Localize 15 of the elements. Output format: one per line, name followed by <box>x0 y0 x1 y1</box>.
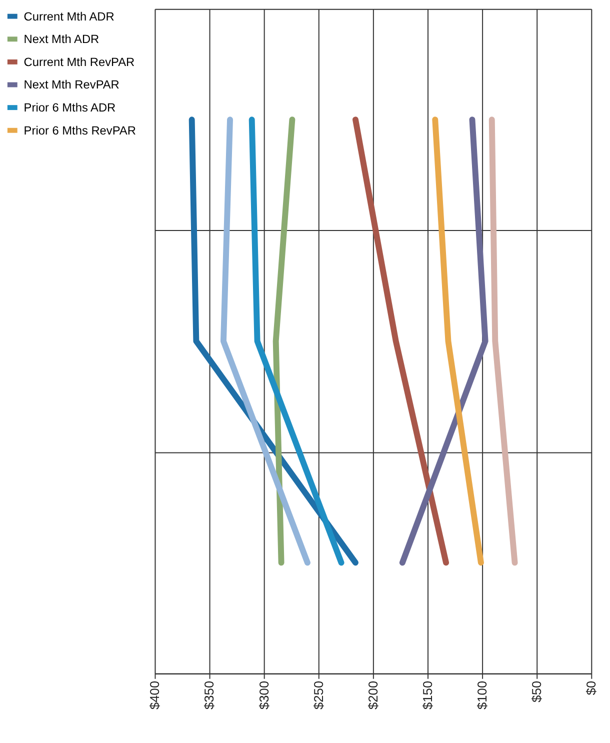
x-tick-label: $200 <box>365 680 380 710</box>
x-tick-label: $0 <box>584 680 599 696</box>
x-tick-label: $300 <box>256 680 272 710</box>
x-tick-label: $400 <box>147 680 162 710</box>
legend-label: Next Mth RevPAR <box>24 78 120 92</box>
x-tick-label: $50 <box>529 680 544 702</box>
x-tick-label: $250 <box>310 680 326 710</box>
legend-label: Next Mth ADR <box>24 32 100 46</box>
legend-label: Prior 6 Mths RevPAR <box>24 123 136 138</box>
x-tick-label: $100 <box>474 680 490 710</box>
x-tick-label: $150 <box>420 680 435 710</box>
legend-label: Current Mth RevPAR <box>24 54 136 69</box>
legend-label: Prior 6 Mths ADR <box>24 100 116 115</box>
x-tick-label: $350 <box>202 680 217 710</box>
legend-label: Current Mth ADR <box>24 9 115 24</box>
